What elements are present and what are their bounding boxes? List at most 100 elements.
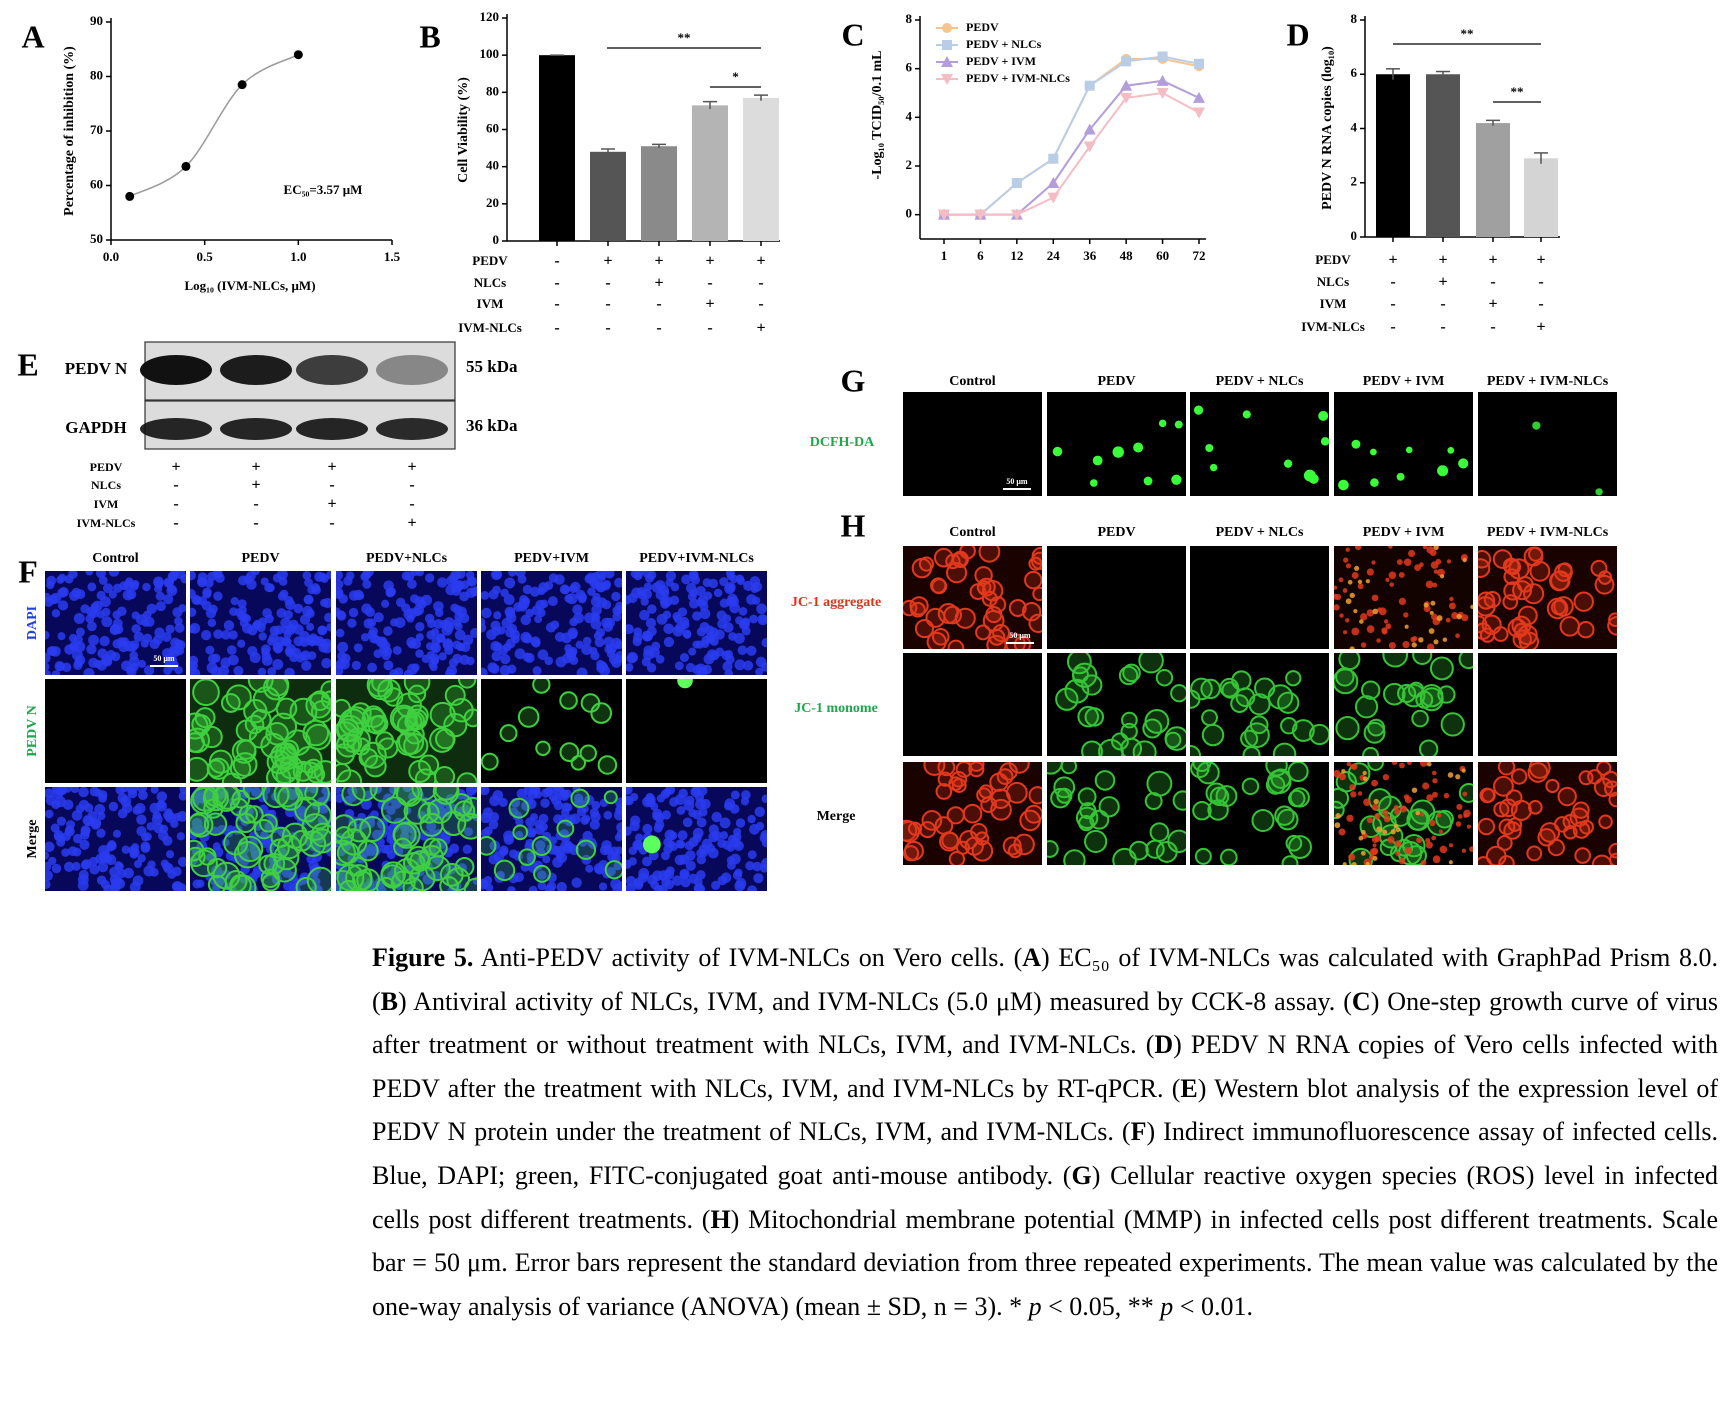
cell [190, 665, 197, 675]
cell [48, 856, 57, 866]
cell [1334, 585, 1338, 590]
cell [1393, 823, 1398, 828]
cell [1081, 674, 1103, 696]
cell [155, 591, 165, 601]
cell [611, 657, 622, 668]
cell [243, 574, 253, 584]
cell [1447, 447, 1455, 454]
treatment-sign: - [758, 296, 763, 313]
cell [1346, 814, 1354, 822]
cell [190, 813, 210, 836]
caption-text: B [380, 986, 399, 1016]
cell [707, 847, 719, 859]
cell [179, 787, 186, 795]
cell [441, 810, 467, 837]
cell [1426, 762, 1432, 767]
marker [1194, 58, 1204, 69]
cell [1462, 558, 1467, 563]
caption-text: F [1130, 1117, 1147, 1147]
cell [530, 636, 541, 647]
cell [1144, 709, 1170, 734]
cell [508, 571, 517, 577]
treatment-name: IVM [94, 497, 119, 511]
cell [1032, 586, 1042, 602]
cell [1447, 772, 1454, 778]
cell [205, 607, 217, 619]
y-tick-label: 4 [1351, 119, 1358, 134]
cell [361, 603, 372, 615]
y-tick-label: 8 [906, 11, 913, 26]
cell [489, 663, 500, 674]
cell [272, 658, 284, 670]
cell [1426, 546, 1434, 554]
cell [1276, 808, 1299, 831]
micrograph-bg [1047, 392, 1186, 496]
cell [1378, 607, 1387, 616]
cell [1077, 787, 1097, 807]
cell [1341, 768, 1346, 774]
cell [1398, 571, 1405, 578]
cell [534, 615, 543, 624]
cell [64, 644, 75, 655]
cell [397, 728, 425, 755]
cell [336, 579, 344, 590]
cell [233, 665, 244, 675]
cell [101, 616, 113, 628]
treatment-sign: + [756, 320, 765, 337]
cell [1433, 569, 1439, 574]
cell [206, 759, 226, 778]
row-label: PEDV N [25, 705, 40, 756]
micrograph [903, 653, 1042, 756]
blot-band [376, 355, 448, 385]
cell [1433, 639, 1439, 645]
cell [1248, 693, 1271, 716]
cell [146, 603, 157, 614]
cell [1360, 850, 1366, 856]
cell [1063, 849, 1086, 865]
cell [443, 713, 468, 738]
cell [1363, 798, 1371, 807]
treatment-sign: - [554, 296, 559, 313]
cell [1419, 812, 1425, 817]
marker [1156, 88, 1169, 99]
cell [454, 629, 466, 641]
cell [1309, 723, 1329, 746]
caption-text: ) Antiviral activity of NLCs, IVM, and I… [398, 986, 1352, 1016]
cell [733, 827, 742, 836]
cell [481, 607, 492, 619]
cell [150, 787, 159, 794]
cell [1133, 442, 1144, 453]
cell [89, 787, 100, 797]
cell [564, 594, 574, 603]
cell [734, 880, 746, 891]
cell [283, 630, 292, 639]
row-label: Merge [25, 820, 40, 859]
cell [1492, 626, 1509, 642]
cell [210, 666, 222, 675]
cell [370, 714, 389, 733]
cell [614, 640, 622, 650]
cell [324, 612, 331, 623]
cell [129, 651, 139, 660]
marker [1010, 209, 1023, 221]
cell [95, 571, 107, 579]
marker [1047, 177, 1060, 189]
cell [532, 666, 542, 675]
cell [1572, 801, 1590, 819]
cell [746, 594, 757, 605]
cell [559, 691, 578, 710]
cell [174, 623, 185, 633]
cell [1345, 598, 1352, 605]
cell [51, 800, 61, 810]
cell [1458, 653, 1473, 670]
cell [1359, 619, 1364, 624]
cell [1334, 769, 1341, 778]
cell [336, 698, 351, 718]
cell [1231, 670, 1252, 691]
blot-band [376, 418, 448, 440]
cell [1366, 817, 1373, 824]
caption-text: p [1028, 1291, 1042, 1321]
cell [1129, 840, 1149, 861]
treatment-sign: - [605, 320, 610, 337]
cell [190, 607, 197, 617]
